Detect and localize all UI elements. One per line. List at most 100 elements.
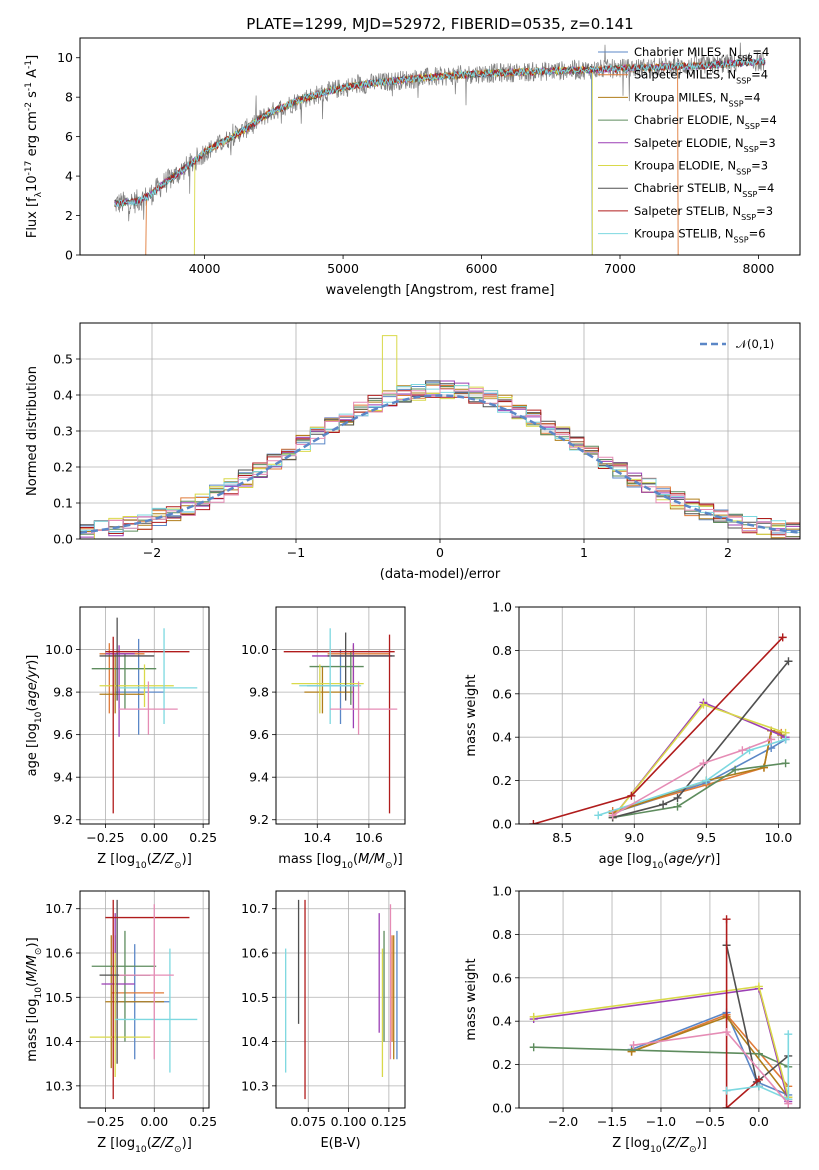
y-tick-label: 9.6 — [249, 727, 269, 742]
x-axis-label: age [log10(age/yr)] — [599, 852, 721, 871]
weight-marker — [781, 735, 790, 744]
weight-marker — [594, 811, 603, 820]
weight-marker — [702, 776, 711, 785]
y-tick-label: 10 — [57, 50, 73, 65]
y-tick-label: 0.2 — [492, 773, 512, 788]
x-tick-label: 1 — [580, 545, 588, 560]
x-tick-label: 0 — [436, 545, 444, 560]
x-tick-label: 8.5 — [552, 830, 572, 845]
x-tick-label: 0.25 — [189, 830, 217, 845]
x-axis-label: mass [log10(M/M⊙)] — [278, 852, 402, 871]
x-tick-label: −1 — [287, 545, 305, 560]
x-tick-label: 0.25 — [189, 1114, 217, 1129]
legend-label: Chabrier ELODIE, NSSP=4 — [634, 113, 777, 131]
y-tick-label: 0.0 — [492, 817, 512, 832]
y-tick-label: 0.3 — [53, 424, 73, 439]
y-axis-label: age [log10(age/yr)] — [25, 655, 44, 777]
weight-marker — [738, 746, 747, 755]
y-tick-label: 1.0 — [492, 884, 512, 899]
plot-area-weight-vs-Z — [529, 915, 793, 1108]
x-tick-label: 0.125 — [371, 1114, 407, 1129]
y-tick-label: 0.4 — [492, 730, 512, 745]
y-tick-label: 4 — [65, 169, 73, 184]
x-tick-label: −0.25 — [86, 1114, 124, 1129]
histogram-series — [80, 380, 800, 532]
weight-marker — [608, 811, 617, 820]
y-tick-label: 10.3 — [241, 1078, 269, 1093]
y-tick-label: 0.5 — [53, 352, 73, 367]
weight-series-line — [631, 1011, 789, 1096]
y-axis-label: Normed distribution — [25, 366, 40, 496]
weight-series-line — [726, 1034, 790, 1101]
normal-curve — [80, 394, 800, 534]
x-tick-label: 9.5 — [696, 830, 716, 845]
y-axis-label: mass weight — [464, 958, 479, 1040]
y-tick-label: 9.2 — [249, 812, 269, 827]
y-tick-label: 0.0 — [53, 532, 73, 547]
y-tick-label: 1.0 — [492, 600, 512, 615]
weight-marker — [627, 1047, 636, 1056]
weight-marker — [659, 800, 668, 809]
y-tick-label: 0.8 — [492, 927, 512, 942]
plot-area-mass-vs-EBV — [285, 899, 398, 1100]
weight-marker — [784, 1099, 793, 1108]
weight-marker — [673, 802, 682, 811]
x-tick-label: 0.00 — [140, 830, 168, 845]
plot-area-age-vs-Z — [91, 617, 198, 814]
x-tick-label: −0.25 — [86, 830, 124, 845]
weight-marker — [529, 820, 538, 824]
y-tick-label: 10.5 — [45, 990, 73, 1005]
weight-marker — [722, 1028, 731, 1037]
x-tick-label: 0.075 — [290, 1114, 326, 1129]
model-spectrum — [114, 57, 766, 208]
y-axis-label: mass [log10(M/M⊙)] — [25, 937, 44, 1061]
legend-label: Chabrier MILES, NSSP=4 — [634, 45, 769, 63]
y-tick-label: 10.4 — [45, 1034, 73, 1049]
x-tick-label: −2.0 — [548, 1114, 578, 1129]
x-tick-label: 0.00 — [140, 1114, 168, 1129]
y-tick-label: 0.4 — [492, 1014, 512, 1029]
weight-marker — [629, 1041, 638, 1050]
model-spectrum — [193, 65, 593, 255]
axes-frame — [79, 322, 801, 540]
x-tick-label: 10.0 — [764, 830, 792, 845]
weight-marker — [529, 1043, 538, 1052]
plot-area-age-vs-mass — [283, 628, 398, 814]
x-axis-label: E(B-V) — [320, 1136, 360, 1151]
y-tick-label: 9.6 — [53, 727, 73, 742]
weight-marker — [627, 791, 636, 800]
y-tick-label: 10.4 — [241, 1034, 269, 1049]
y-tick-label: 0.0 — [492, 1101, 512, 1116]
x-tick-label: −2 — [143, 545, 161, 560]
y-tick-label: 0 — [65, 248, 73, 263]
y-tick-label: 6 — [65, 129, 73, 144]
axes-frame — [79, 37, 801, 256]
x-tick-label: −1.5 — [597, 1114, 627, 1129]
x-tick-label: 9.0 — [624, 830, 644, 845]
y-tick-label: 10.5 — [241, 990, 269, 1005]
weight-marker — [784, 1030, 793, 1039]
weight-marker — [778, 633, 787, 642]
weight-marker — [722, 1086, 731, 1095]
weight-marker — [784, 657, 793, 666]
x-tick-label: 6000 — [466, 261, 498, 276]
y-tick-label: 9.4 — [249, 770, 269, 785]
y-tick-label: 0.1 — [53, 496, 73, 511]
x-tick-label: 10.4 — [303, 830, 331, 845]
y-tick-label: 10.0 — [45, 642, 73, 657]
weight-marker — [754, 1082, 763, 1091]
y-tick-label: 0.6 — [492, 686, 512, 701]
x-axis-label: Z [log10(Z/Z⊙)] — [612, 1136, 707, 1155]
y-axis-label: mass weight — [464, 674, 479, 756]
weight-series-line — [612, 738, 772, 816]
legend-label: Salpeter STELIB, NSSP=3 — [634, 204, 773, 222]
weight-marker — [699, 700, 708, 709]
weight-marker — [722, 915, 731, 924]
x-axis-label: Z [log10(Z/Z⊙)] — [97, 852, 192, 871]
weight-marker — [529, 1012, 538, 1021]
y-tick-label: 0.6 — [492, 970, 512, 985]
legend-label: Salpeter MILES, NSSP=4 — [634, 68, 768, 86]
y-tick-label: 10.0 — [241, 642, 269, 657]
weight-marker — [699, 759, 708, 768]
